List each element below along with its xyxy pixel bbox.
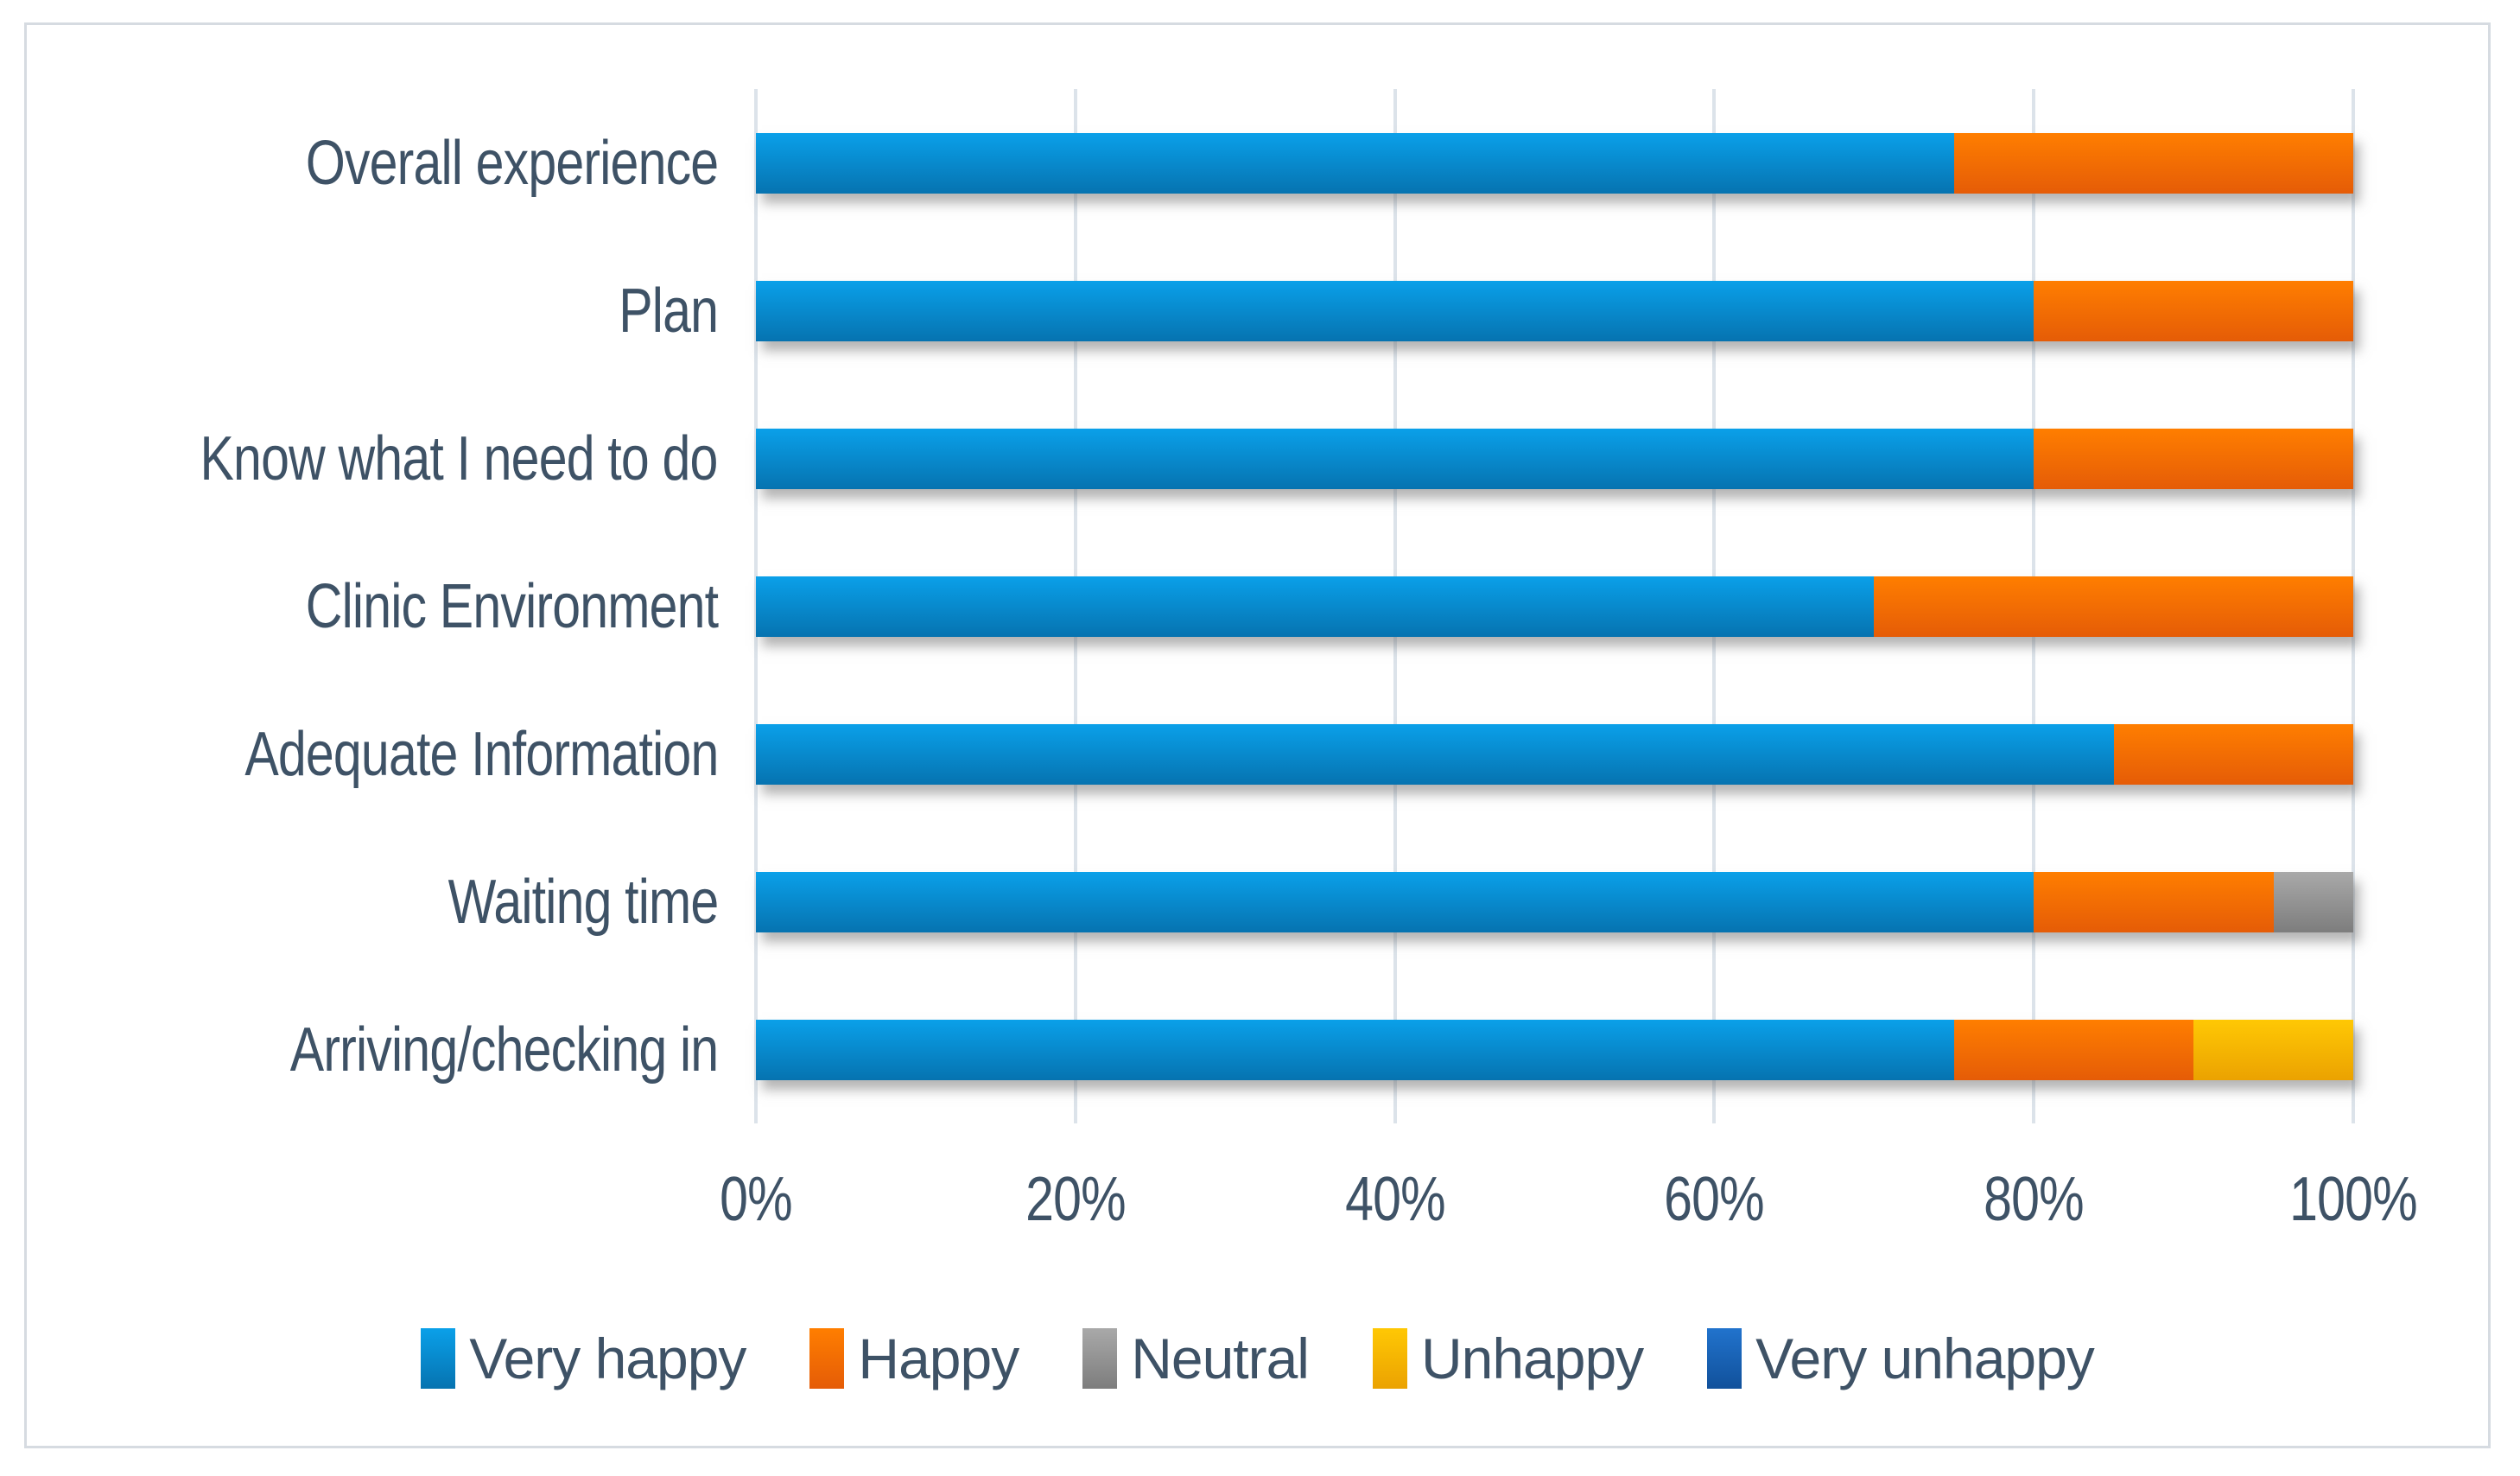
category-label: Adequate Information [27, 680, 719, 828]
bar-segment-very-happy [756, 132, 1954, 194]
x-axis: 0% 20% 40% 60% 80% 100% [720, 1164, 2418, 1250]
bar-segment-happy [1953, 132, 2353, 194]
x-tick-label: 40% [1334, 1164, 1456, 1235]
bar-adequate-information [756, 723, 2353, 785]
category-label: Clinic Environment [27, 532, 719, 680]
bar-know-what-i-need-to-do [756, 428, 2353, 489]
legend-label: Unhappy [1420, 1326, 1644, 1390]
bar-segment-happy [2034, 871, 2274, 932]
bar-segment-happy [1874, 576, 2353, 637]
bar-row [756, 532, 2353, 680]
bar-row [756, 89, 2353, 237]
legend-item-happy: Happy [809, 1326, 1019, 1391]
bar-clinic-environment [756, 576, 2353, 637]
gridline [2352, 89, 2355, 1123]
x-tick-text: 20% [1025, 1165, 1127, 1234]
bar-waiting-time [756, 871, 2353, 932]
plot-area [754, 89, 2355, 1123]
bar-segment-very-happy [756, 280, 2034, 341]
bar-row [756, 828, 2353, 976]
category-label-text: Clinic Environment [305, 571, 719, 641]
bar-segment-very-happy [756, 1019, 1954, 1080]
legend-swatch-unhappy [1372, 1328, 1407, 1389]
bar-segment-very-happy [756, 723, 2114, 785]
category-label-text: Arriving/checking in [289, 1015, 718, 1085]
category-label-text: Overall experience [305, 128, 719, 198]
category-axis: Overall experience Plan Know what I need t… [27, 89, 719, 1123]
bar-row [756, 680, 2353, 828]
legend-item-neutral: Neutral [1082, 1326, 1310, 1391]
bar-segment-neutral [2273, 871, 2353, 932]
x-tick-text: 40% [1344, 1165, 1446, 1234]
bar-arriving-checking-in [756, 1019, 2353, 1080]
x-tick-label: 100% [2276, 1164, 2431, 1235]
x-tick-text: 80% [1984, 1165, 2085, 1234]
x-tick-text: 60% [1664, 1165, 1766, 1234]
bar-plan [756, 280, 2353, 341]
bar-segment-happy [2034, 280, 2353, 341]
legend-item-unhappy: Unhappy [1372, 1326, 1644, 1391]
legend-label: Very happy [469, 1326, 746, 1390]
bar-row [756, 237, 2353, 385]
legend-swatch-happy [809, 1328, 845, 1389]
bar-segment-unhappy [2193, 1019, 2353, 1080]
category-label-text: Adequate Information [244, 719, 719, 789]
legend: Very happy Happy Neutral Unhappy Very unhapp… [27, 1320, 2488, 1397]
bar-segment-happy [1953, 1019, 2194, 1080]
legend-label: Happy [858, 1326, 1019, 1390]
category-label: Overall experience [27, 89, 719, 237]
x-tick-label: 20% [1014, 1164, 1136, 1235]
x-tick-text: 100% [2289, 1165, 2418, 1234]
legend-swatch-very-unhappy [1707, 1328, 1742, 1389]
category-label: Arriving/checking in [27, 976, 718, 1123]
category-label: Plan [27, 237, 719, 385]
category-label-text: Waiting time [448, 867, 719, 937]
bar-overall-experience [756, 132, 2353, 194]
bar-row [756, 385, 2353, 532]
category-label-text: Know what I need to do [200, 423, 719, 493]
bar-segment-happy [2034, 428, 2353, 489]
bar-segment-happy [2113, 723, 2353, 785]
chart-container: Overall experience Plan Know what I need t… [24, 22, 2491, 1448]
x-tick-label: 60% [1654, 1164, 1775, 1235]
legend-item-very-unhappy: Very unhappy [1707, 1326, 2095, 1391]
legend-item-very-happy: Very happy [421, 1326, 746, 1391]
legend-label: Neutral [1131, 1326, 1310, 1390]
bar-segment-very-happy [756, 576, 1875, 637]
bar-segment-very-happy [756, 428, 2034, 489]
legend-swatch-neutral [1082, 1328, 1118, 1389]
category-label: Know what I need to do [27, 385, 719, 532]
category-label-text: Plan [619, 276, 719, 346]
x-tick-label: 80% [1973, 1164, 2095, 1235]
category-label: Waiting time [27, 828, 719, 976]
bar-segment-very-happy [756, 871, 2034, 932]
x-tick-text: 0% [720, 1165, 793, 1234]
legend-swatch-very-happy [421, 1328, 456, 1389]
bar-row [756, 976, 2353, 1123]
legend-label: Very unhappy [1755, 1326, 2095, 1390]
x-tick-label: 0% [712, 1164, 800, 1235]
